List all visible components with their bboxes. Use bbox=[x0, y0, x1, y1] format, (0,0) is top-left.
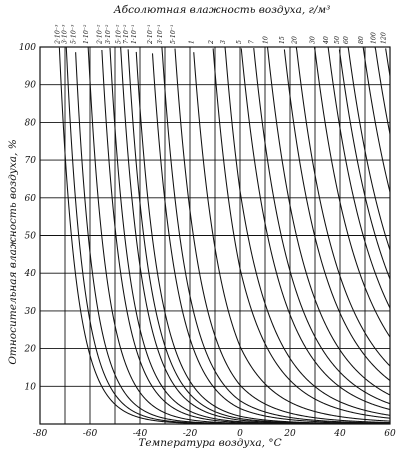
y-tick-label: 10 bbox=[25, 382, 37, 392]
y-tick-label: 80 bbox=[25, 118, 37, 128]
x-tick-label: 40 bbox=[333, 429, 346, 439]
humidity-curve bbox=[347, 46, 391, 251]
x-axis-label: Температура воздуха, °C bbox=[138, 437, 281, 449]
humidity-curve bbox=[193, 52, 391, 422]
curve-label: 30 bbox=[310, 36, 317, 44]
curve-label: 20 bbox=[291, 36, 298, 45]
y-axis-label: Относительная влажность воздуха, % bbox=[7, 139, 19, 364]
curve-label: 15 bbox=[279, 36, 286, 44]
humidity-curve bbox=[224, 46, 391, 416]
humidity-curve bbox=[212, 48, 391, 419]
humidity-curve bbox=[362, 46, 391, 193]
x-tick-label: -80 bbox=[33, 429, 48, 439]
curve-label: 3·10⁻² bbox=[105, 24, 112, 44]
humidity-curve bbox=[385, 48, 391, 77]
y-tick-label: 60 bbox=[25, 194, 37, 204]
humidity-curve bbox=[151, 53, 391, 424]
curve-label: 3·10⁻³ bbox=[61, 24, 68, 44]
humidity-curve bbox=[338, 49, 391, 280]
curve-label: 2·10⁻¹ bbox=[147, 24, 154, 45]
humidity-curve bbox=[174, 48, 391, 424]
humidity-curve bbox=[283, 49, 391, 381]
curve-label: 120 bbox=[380, 32, 387, 44]
curve-label: 5 bbox=[236, 40, 243, 44]
y-tick-label: 40 bbox=[24, 269, 37, 279]
y-tick-label: 100 bbox=[19, 43, 36, 53]
x-tick-label: 20 bbox=[283, 429, 296, 439]
humidity-curve bbox=[75, 52, 390, 425]
x-tick-label: -40 bbox=[133, 429, 148, 439]
humidity-curve bbox=[374, 46, 391, 135]
curve-label: 1·10⁻¹ bbox=[131, 24, 138, 44]
curve-label: 5·10⁻³ bbox=[70, 24, 77, 44]
humidity-curves bbox=[58, 46, 391, 425]
humidity-curve bbox=[295, 46, 391, 367]
curve-label: 80 bbox=[358, 36, 365, 44]
curve-label: 2·10⁻³ bbox=[54, 24, 61, 45]
x-tick-label: 0 bbox=[237, 429, 243, 439]
humidity-curve bbox=[101, 49, 390, 425]
humidity-curve bbox=[161, 46, 391, 424]
curve-label: 50 bbox=[334, 36, 341, 44]
curve-label: 1 bbox=[188, 40, 195, 44]
curve-label: 10 bbox=[263, 36, 270, 44]
humidity-curve bbox=[327, 46, 391, 309]
curve-label: 60 bbox=[343, 36, 350, 44]
y-tick-label: 90 bbox=[25, 81, 37, 91]
curve-label: 2·10⁻² bbox=[97, 24, 104, 45]
curve-label: 7·10⁻² bbox=[123, 24, 130, 44]
humidity-curve bbox=[313, 46, 391, 338]
x-tick-label: -60 bbox=[83, 429, 98, 439]
humidity-curve bbox=[240, 48, 391, 411]
humidity-curve bbox=[266, 46, 391, 396]
y-tick-label: 50 bbox=[25, 232, 37, 242]
curve-label: 5·10⁻² bbox=[116, 24, 123, 44]
curve-label: 2 bbox=[208, 40, 215, 45]
curve-label: 3·10⁻¹ bbox=[157, 24, 164, 44]
curve-label: 40 bbox=[323, 36, 330, 45]
humidity-curve bbox=[135, 51, 390, 425]
x-tick-label: -20 bbox=[183, 429, 198, 439]
y-tick-label: 20 bbox=[24, 345, 37, 355]
y-tick-label: 30 bbox=[25, 307, 37, 317]
grid bbox=[39, 46, 391, 425]
curve-label: 3 bbox=[220, 40, 227, 44]
humidity-curve bbox=[253, 47, 391, 405]
y-tick-label: 70 bbox=[25, 156, 37, 166]
humidity-curve bbox=[127, 49, 391, 425]
curve-label: 100 bbox=[370, 32, 377, 44]
curve-label: 7 bbox=[249, 40, 256, 44]
x-tick-label: 60 bbox=[384, 429, 396, 439]
curve-label: 5·10⁻¹ bbox=[170, 24, 177, 44]
chart-title: Абсолютная влажность воздуха, г/м³ bbox=[113, 4, 331, 16]
curve-labels: 2·10⁻³ 3·10⁻³ 5·10⁻³ 1·10⁻² 2·10⁻² 3·10⁻² 5·10… bbox=[54, 24, 387, 45]
curve-label: 1·10⁻² bbox=[83, 24, 90, 44]
tick-labels: -80 -60 -40 -20 0 20 40 60 10 20 30 40 50 60 70 80 90 100 bbox=[19, 43, 396, 439]
